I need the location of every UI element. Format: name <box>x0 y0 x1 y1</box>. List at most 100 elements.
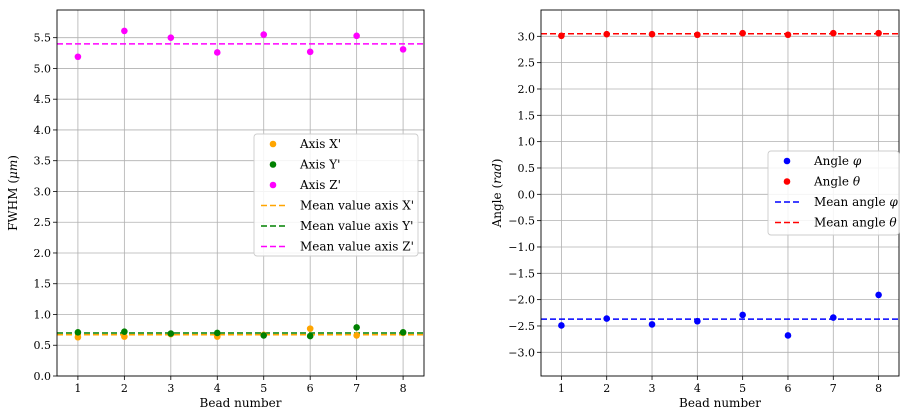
legend-label-symbol: θ <box>853 175 861 189</box>
legend-label: Angle φ <box>813 154 862 168</box>
y-axis-label-unit: μm <box>6 160 20 179</box>
y-axis-label-prefix: FWHM ( <box>6 179 20 231</box>
y-axis-label: FWHM (μm) <box>6 155 20 231</box>
legend-label: Axis Y' <box>299 158 340 172</box>
data-point <box>558 32 565 40</box>
y-axis-label-unit: rad <box>490 163 504 184</box>
y-tick-label: 0.0 <box>518 188 536 201</box>
data-point <box>306 325 314 332</box>
x-tick-label: 3 <box>167 382 174 395</box>
y-tick-label: 3.0 <box>518 30 536 43</box>
y-axis-label-prefix: Angle ( <box>490 184 504 229</box>
data-point <box>603 315 611 322</box>
data-point <box>829 29 837 37</box>
data-point <box>306 48 314 56</box>
y-tick-label: 1.5 <box>34 278 52 291</box>
legend-marker <box>269 181 277 189</box>
data-point <box>167 330 175 337</box>
angle-chart: 1 2 3 4 5 6 7 8 −3.0 −2.5 −2.0 −1.5 −1.0 −0.5 0.0 0.5 1.… <box>490 9 900 410</box>
x-tick-label: 4 <box>694 382 701 395</box>
data-point <box>167 34 175 41</box>
y-tick-label: −1.0 <box>508 241 535 254</box>
y-tick-label: 4.5 <box>34 93 52 106</box>
data-point <box>121 333 128 340</box>
y-axis-label-suffix: ) <box>6 155 20 160</box>
y-tick-label: −2.5 <box>508 320 535 333</box>
y-tick-label: 1.0 <box>518 136 536 149</box>
legend-marker <box>269 140 277 148</box>
legend-label: Mean value axis X' <box>300 199 414 213</box>
legend-label: Mean angle θ <box>814 216 897 230</box>
y-tick-label: 5.0 <box>34 62 52 75</box>
data-point <box>694 31 701 39</box>
x-tick-label: 8 <box>875 382 882 395</box>
y-tick-label: 3.5 <box>34 155 52 168</box>
legend-label-prefix: Angle <box>813 175 853 189</box>
legend-label-symbol: φ <box>853 154 862 168</box>
data-point <box>353 32 360 40</box>
data-point <box>603 30 611 38</box>
legend-marker <box>783 178 791 185</box>
data-point <box>648 321 656 328</box>
data-point <box>260 332 268 339</box>
x-tick-label: 3 <box>649 382 656 395</box>
legend-label-prefix: Mean angle <box>814 216 889 230</box>
legend-label: Mean angle φ <box>814 195 898 209</box>
data-point <box>74 333 82 341</box>
x-tick-label: 1 <box>74 382 81 395</box>
legend-label-symbol: φ <box>889 195 898 209</box>
data-point <box>784 31 792 39</box>
data-point <box>875 29 882 37</box>
x-tick-label: 7 <box>830 382 837 395</box>
data-point <box>213 329 221 337</box>
data-point <box>875 291 882 299</box>
x-axis-label: Bead number <box>679 396 761 410</box>
y-tick-label: 3.0 <box>34 185 52 198</box>
y-tick-label: 2.0 <box>34 247 52 260</box>
y-tick-label: 2.0 <box>518 83 536 96</box>
legend-box <box>767 150 900 236</box>
data-point <box>213 49 221 56</box>
y-tick-label: 0.5 <box>518 162 536 175</box>
data-point <box>74 53 82 61</box>
y-tick-label: 2.5 <box>518 57 536 70</box>
y-tick-label: 1.5 <box>518 109 536 122</box>
legend-label: Mean value axis Z' <box>300 240 414 254</box>
legend-label-symbol: θ <box>889 216 897 230</box>
y-axis-label-suffix: ) <box>490 159 504 164</box>
legend-box <box>253 133 419 257</box>
x-tick-label: 8 <box>400 382 407 395</box>
data-point <box>399 46 407 53</box>
y-tick-label: 1.0 <box>34 308 52 321</box>
x-tick-label: 4 <box>214 382 221 395</box>
data-point <box>558 322 565 329</box>
x-tick-label: 2 <box>603 382 610 395</box>
y-tick-label: −1.5 <box>508 267 535 280</box>
y-tick-label: 2.5 <box>34 216 52 229</box>
y-tick-label: 0.5 <box>34 339 52 352</box>
y-tick-label: 5.5 <box>34 32 52 45</box>
legend-label: Axis Z' <box>299 178 341 192</box>
data-point <box>353 324 360 331</box>
y-tick-label: −3.0 <box>508 346 535 359</box>
x-tick-label: 7 <box>353 382 360 395</box>
data-point <box>353 332 360 339</box>
legend-label-prefix: Angle <box>813 154 853 168</box>
plot-frame <box>56 9 425 377</box>
legend: Axis X' Axis Y' Axis Z' Mean value axis X' M… <box>253 133 419 257</box>
data-point <box>399 329 407 336</box>
y-tick-label: 0.0 <box>34 370 52 383</box>
fwhm-chart: 1 2 3 4 5 6 7 8 0.0 0.5 1.0 1.5 2.0 2.5 3.0 3.5 4.0 4.5 5.… <box>6 9 425 410</box>
x-tick-label: 5 <box>739 382 746 395</box>
data-point <box>739 29 746 37</box>
legend-marker <box>783 157 791 165</box>
data-point <box>260 31 268 38</box>
data-point <box>694 317 701 325</box>
data-point <box>829 314 837 321</box>
x-tick-label: 2 <box>121 382 128 395</box>
x-tick-label: 6 <box>307 382 314 395</box>
data-point <box>784 332 792 339</box>
legend-label: Angle θ <box>813 175 861 189</box>
